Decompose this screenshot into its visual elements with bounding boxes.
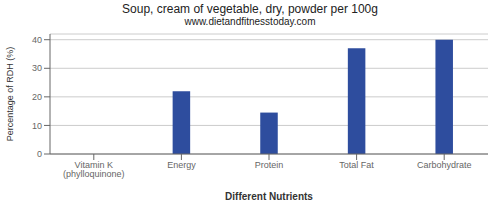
html-text:www.dietandfitnesstoday.com: www.dietandfitnesstoday.com xyxy=(184,16,316,27)
svg-text:20: 20 xyxy=(32,92,42,102)
svg-text:Protein: Protein xyxy=(255,160,284,170)
svg-text:10: 10 xyxy=(32,121,42,131)
svg-text:Different Nutrients: Different Nutrients xyxy=(225,191,313,200)
svg-text:Carbohydrate: Carbohydrate xyxy=(417,160,472,170)
svg-text:Energy: Energy xyxy=(167,160,196,170)
svg-text:Total Fat: Total Fat xyxy=(339,160,374,170)
svg-text:Percentage of RDH (%): Percentage of RDH (%) xyxy=(8,47,15,142)
html-text:Soup, cream of vegetable, dry,: Soup, cream of vegetable, dry, powder pe… xyxy=(122,2,378,16)
svg-text:40: 40 xyxy=(32,35,42,45)
svg-text:Vitamin K(phylloquinone): Vitamin K(phylloquinone) xyxy=(63,160,125,179)
svg-text:30: 30 xyxy=(32,63,42,73)
svg-text:0: 0 xyxy=(37,149,42,159)
